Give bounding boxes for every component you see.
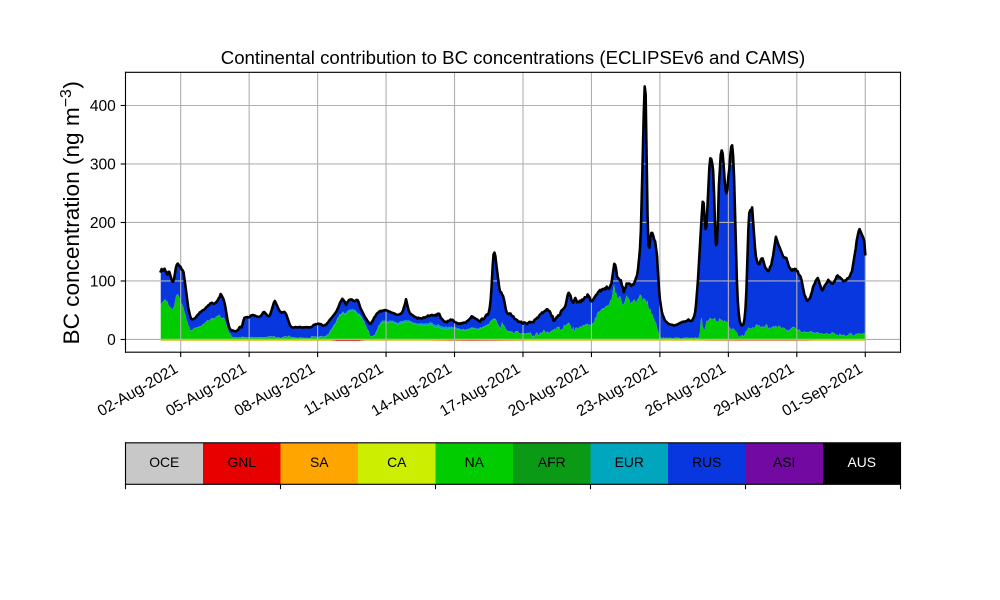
svg-text:ASI: ASI: [773, 454, 795, 470]
svg-text:400: 400: [90, 98, 116, 115]
svg-text:NA: NA: [465, 454, 485, 470]
svg-text:RUS: RUS: [692, 454, 721, 470]
svg-text:GNL: GNL: [227, 454, 256, 470]
svg-text:AUS: AUS: [847, 454, 876, 470]
svg-text:OCE: OCE: [149, 454, 179, 470]
svg-text:CA: CA: [387, 454, 407, 470]
svg-text:200: 200: [90, 215, 116, 232]
svg-text:AFR: AFR: [538, 454, 566, 470]
svg-text:300: 300: [90, 157, 116, 174]
svg-text:SA: SA: [310, 454, 329, 470]
svg-text:B C c: B C c o n c e n t r a t i o n ( n g m ): [51, 75, 84, 344]
svg-text:Continental contribution to BC: Continental contribution to BC concentra…: [221, 47, 805, 68]
svg-text:0: 0: [107, 332, 116, 349]
svg-text:EUR: EUR: [615, 454, 644, 470]
svg-text:100: 100: [90, 274, 116, 291]
